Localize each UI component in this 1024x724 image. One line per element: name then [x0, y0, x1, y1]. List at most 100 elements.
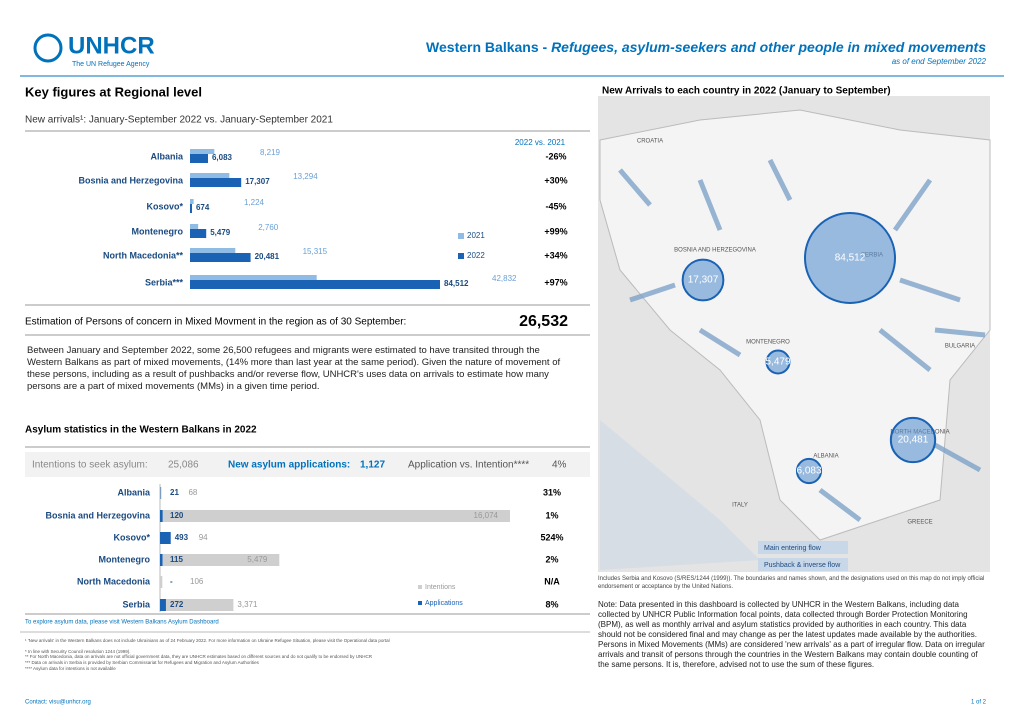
country-label: CROATIA: [637, 139, 663, 145]
category-label: Montenegro: [132, 226, 184, 236]
legend-swatch: [418, 601, 422, 605]
value-label: 493: [175, 533, 189, 542]
footnote: ¹ 'New arrivals' in the Western Balkans …: [25, 638, 390, 643]
category-label: Kosovo*: [146, 201, 183, 211]
section-title: Key figures at Regional level: [25, 84, 202, 99]
value-label: 120: [170, 511, 184, 520]
value-label: 115: [170, 555, 183, 564]
value-label: 6,083: [212, 153, 233, 162]
ratio-label: 1%: [545, 510, 558, 520]
kpi-value: 4%: [552, 460, 567, 471]
bar-applications: [160, 532, 171, 544]
contact: Contact: visu@unhcr.org: [25, 700, 91, 706]
value-label: 42,832: [492, 274, 517, 283]
bar-2022: [190, 253, 251, 262]
value-label: 272: [170, 600, 184, 609]
bar-2022: [190, 154, 208, 163]
ratio-label: 31%: [543, 487, 561, 497]
bar-applications: [160, 554, 163, 566]
logo-sub: The UN Refugee Agency: [72, 61, 150, 68]
legend-entry: Intentions: [425, 584, 456, 591]
bar-intentions: [160, 510, 510, 522]
change-label: +30%: [544, 175, 567, 185]
change-label: -26%: [545, 151, 566, 161]
section-title: Asylum statistics in the Western Balkans…: [25, 425, 257, 436]
value-label: 20,481: [255, 252, 280, 261]
bar-intentions: [160, 576, 163, 588]
value-label: 68: [188, 488, 197, 497]
bar-2021: [190, 199, 194, 204]
change-label: +97%: [544, 277, 567, 287]
estimation-value: 26,532: [519, 313, 568, 330]
logo: UNHCR: [68, 32, 155, 59]
bar-2021: [190, 248, 236, 253]
asylum-note: To explore asylum data, please visit Wes…: [25, 620, 219, 626]
bar-2022: [190, 229, 207, 238]
title-main: Western Balkans -: [426, 39, 551, 55]
category-label: Bosnia and Herzegovina: [45, 510, 151, 520]
value-label: 5,479: [247, 555, 268, 564]
value-label: 8,219: [260, 148, 281, 157]
map-bubble: [681, 258, 725, 302]
value-label: 674: [196, 203, 210, 212]
map-sea: [600, 420, 760, 570]
flow-arrow: [618, 168, 652, 207]
title-italic: Refugees, asylum-seekers and other peopl…: [551, 39, 986, 55]
category-label: North Macedonia**: [103, 250, 184, 260]
map-caption: Includes Serbia and Kosovo (S/RES/1244 (…: [598, 576, 985, 590]
flow-arrow: [933, 442, 982, 473]
bar-2022: [190, 204, 192, 213]
flow-arrow: [818, 488, 862, 522]
bar-intentions: [160, 487, 162, 499]
country-label: ITALY: [732, 503, 748, 509]
value-label: 5,479: [210, 228, 231, 237]
value-label: 2,760: [258, 223, 279, 232]
value-label: -: [170, 577, 173, 586]
value-label: 13,294: [293, 172, 318, 181]
category-label: Albania: [117, 487, 151, 497]
ratio-label: 2%: [545, 554, 558, 564]
paragraph: Between January and September 2022, some…: [27, 345, 561, 392]
value-label: 1,224: [244, 198, 265, 207]
bar-2021: [190, 149, 215, 154]
change-label: +34%: [544, 250, 567, 260]
page-number: 1 of 2: [971, 700, 987, 706]
logo-icon: [33, 33, 63, 63]
bubble-label: 84,512: [835, 253, 866, 264]
bubble-label: 5,479: [765, 357, 790, 368]
bar-2022: [190, 280, 440, 289]
category-label: Kosovo*: [113, 532, 150, 542]
legend-entry: Applications: [425, 600, 463, 607]
footnote: **** Asylum data for intentions is not a…: [25, 665, 116, 671]
map-bubble: [765, 349, 791, 375]
bar-intentions: [160, 554, 280, 566]
value-label: 16,074: [474, 511, 499, 520]
category-label: Bosnia and Herzegovina: [78, 175, 184, 185]
flow-arrow: [697, 179, 723, 231]
footnote: * In line with Security Council resoluti…: [25, 648, 131, 654]
category-label: Montenegro: [99, 554, 151, 564]
map-bubble: [889, 416, 937, 464]
legend-box: [758, 541, 848, 554]
flow-arrow: [892, 178, 933, 232]
ratio-label: 524%: [540, 532, 563, 542]
ratio-label: 8%: [545, 599, 558, 609]
legend-swatch: [458, 253, 464, 259]
category-label: Serbia***: [145, 277, 184, 287]
flow-arrow: [899, 277, 961, 303]
value-label: 3,371: [237, 600, 258, 609]
flow-arrow: [767, 158, 793, 202]
category-label: North Macedonia: [77, 576, 151, 586]
legend-box: [758, 558, 848, 571]
value-label: 21: [170, 488, 179, 497]
legend-entry: 2022: [467, 251, 485, 260]
change-label: +99%: [544, 226, 567, 236]
change-header: 2022 vs. 2021: [515, 138, 566, 147]
value-label: 84,512: [444, 279, 469, 288]
date: as of end September 2022: [892, 57, 987, 66]
legend-entry: 2021: [467, 231, 485, 240]
value-label: 15,315: [303, 247, 328, 256]
legend-swatch: [418, 585, 422, 589]
note: Note: Data presented in this dashboard i…: [598, 600, 985, 669]
